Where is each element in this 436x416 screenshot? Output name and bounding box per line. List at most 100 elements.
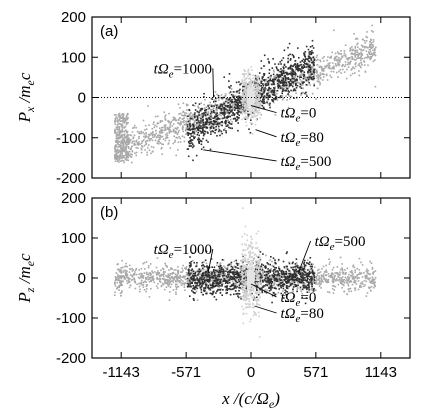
scatter-point [298, 82, 301, 84]
scatter-point [368, 273, 371, 275]
scatter-point [296, 79, 298, 81]
scatter-point [372, 45, 374, 48]
y-axis-label: Px /mec [15, 72, 37, 123]
scatter-point [371, 52, 373, 55]
scatter-point [213, 111, 216, 114]
scatter-point [349, 48, 352, 51]
scatter-point [156, 136, 158, 138]
scatter-point [269, 76, 272, 78]
scatter-point [190, 115, 193, 118]
scatter-point [299, 68, 301, 70]
scatter-point [121, 123, 123, 126]
scatter-point [166, 265, 168, 267]
scatter-point [334, 56, 337, 58]
scatter-point [192, 128, 195, 130]
scatter-point [241, 110, 244, 113]
scatter-point [369, 286, 371, 289]
scatter-point [118, 116, 121, 119]
scatter-point [178, 281, 181, 284]
scatter-point [118, 159, 120, 161]
scatter-point [217, 104, 219, 106]
scatter-point [192, 259, 194, 262]
scatter-point [219, 122, 221, 124]
scatter-point [238, 107, 241, 110]
scatter-point [366, 31, 368, 33]
scatter-point [197, 269, 199, 271]
scatter-point [213, 99, 215, 101]
scatter-point [187, 131, 189, 134]
scatter-point [331, 268, 334, 271]
scatter-point [180, 122, 182, 124]
y-tick-label: -200 [56, 170, 86, 187]
scatter-point [302, 73, 305, 76]
scatter-point [256, 97, 259, 100]
scatter-point [121, 125, 123, 127]
scatter-point [232, 112, 234, 114]
scatter-point [185, 112, 188, 115]
scatter-point [221, 97, 223, 99]
scatter-point [225, 130, 227, 132]
scatter-point [263, 83, 266, 86]
scatter-point [342, 272, 344, 275]
scatter-point [349, 49, 352, 52]
scatter-point [225, 111, 227, 113]
scatter-point [340, 50, 342, 52]
scatter-point [312, 280, 315, 282]
scatter-point [235, 100, 237, 103]
scatter-point [190, 140, 192, 143]
scatter-point [310, 76, 312, 78]
scatter-point [205, 281, 207, 284]
scatter-point [301, 292, 304, 295]
scatter-point [363, 46, 366, 48]
scatter-point [360, 49, 362, 51]
scatter-point [175, 288, 178, 291]
scatter-point [180, 120, 182, 123]
scatter-point [249, 74, 252, 76]
scatter-point [251, 109, 254, 112]
scatter-point [230, 106, 233, 108]
scatter-point [365, 280, 367, 283]
scatter-point [174, 141, 176, 143]
scatter-point [213, 117, 216, 120]
scatter-point [227, 279, 229, 281]
scatter-point [220, 272, 223, 275]
scatter-point [369, 57, 372, 60]
scatter-point [118, 270, 121, 273]
scatter-point [225, 123, 227, 125]
scatter-point [118, 268, 121, 271]
scatter-point [233, 98, 236, 100]
scatter-point [233, 101, 236, 104]
scatter-point [369, 260, 371, 263]
scatter-point [147, 144, 150, 146]
scatter-point [219, 96, 222, 99]
scatter-point [197, 128, 199, 130]
scatter-point [210, 104, 213, 106]
scatter-point [245, 124, 248, 127]
scatter-point [267, 283, 269, 285]
scatter-point [372, 39, 375, 41]
scatter-point [329, 57, 331, 59]
scatter-point [215, 125, 217, 128]
scatter-point [143, 280, 146, 283]
scatter-point [181, 271, 183, 273]
scatter-point [150, 132, 152, 135]
scatter-point [252, 98, 255, 100]
scatter-point [252, 74, 254, 77]
scatter-point [226, 266, 229, 269]
scatter-point [235, 120, 237, 122]
scatter-point [194, 116, 197, 118]
scatter-point [237, 110, 240, 113]
scatter-point [302, 82, 304, 84]
scatter-point [309, 84, 311, 86]
scatter-point [183, 124, 186, 126]
scatter-point [189, 129, 191, 131]
scatter-point [334, 272, 336, 274]
scatter-point [255, 115, 258, 117]
scatter-point [290, 84, 292, 86]
scatter-point [146, 140, 148, 142]
scatter-point [330, 272, 333, 275]
scatter-point [372, 41, 375, 43]
scatter-point [256, 102, 258, 105]
scatter-point [156, 142, 159, 145]
scatter-point [254, 83, 256, 86]
